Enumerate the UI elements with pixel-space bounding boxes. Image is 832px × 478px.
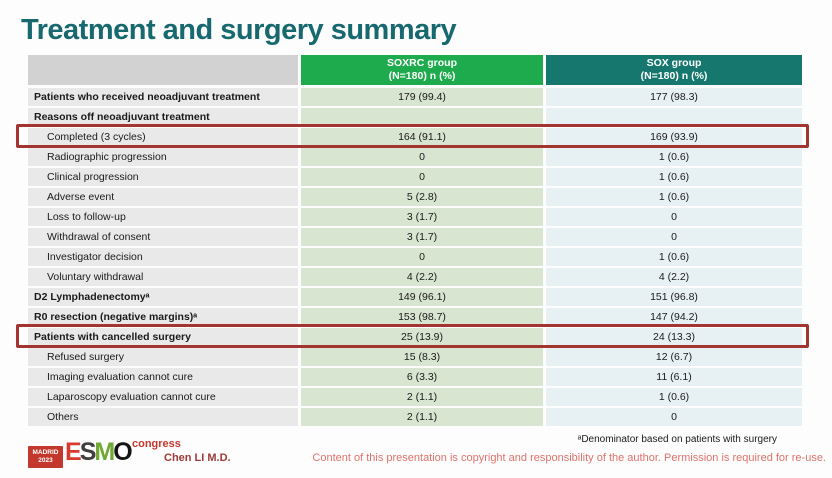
table-row: Investigator decision 0 1 (0.6): [28, 248, 802, 266]
table-row: Patients who received neoadjuvant treatm…: [28, 88, 802, 106]
sox-value: 4 (2.2): [546, 268, 802, 286]
sox-value: 11 (6.1): [546, 368, 802, 386]
row-label: Laparoscopy evaluation cannot cure: [28, 388, 298, 406]
row-label: Investigator decision: [28, 248, 298, 266]
sox-value: 24 (13.3): [546, 328, 802, 346]
row-label: Patients who received neoadjuvant treatm…: [28, 88, 298, 106]
sox-value: 0: [546, 208, 802, 226]
soxrc-value: 164 (91.1): [301, 128, 543, 146]
congress-label: congress: [132, 438, 181, 450]
soxrc-group-name: SOXRC group: [387, 57, 457, 69]
column-header-soxrc: SOXRC group (N=180) n (%): [301, 55, 543, 85]
soxrc-value: 4 (2.2): [301, 268, 543, 286]
copyright-notice: Content of this presentation is copyrigh…: [312, 452, 826, 464]
sox-value: 0: [546, 408, 802, 426]
table-row: Refused surgery 15 (8.3) 12 (6.7): [28, 348, 802, 366]
row-label: Imaging evaluation cannot cure: [28, 368, 298, 386]
table-row: Adverse event 5 (2.8) 1 (0.6): [28, 188, 802, 206]
row-label: Radiographic progression: [28, 148, 298, 166]
venue-city: MADRID: [32, 449, 59, 456]
row-label: Withdrawal of consent: [28, 228, 298, 246]
row-label: Adverse event: [28, 188, 298, 206]
table-row: Loss to follow-up 3 (1.7) 0: [28, 208, 802, 226]
table-row: Others 2 (1.1) 0: [28, 408, 802, 426]
table-row: Patients with cancelled surgery 25 (13.9…: [16, 324, 809, 348]
table-row: Withdrawal of consent 3 (1.7) 0: [28, 228, 802, 246]
sox-value: 151 (96.8): [546, 288, 802, 306]
soxrc-value: 3 (1.7): [301, 208, 543, 226]
soxrc-value: 6 (3.3): [301, 368, 543, 386]
column-header-sox: SOX group (N=180) n (%): [546, 55, 802, 85]
sox-value: 12 (6.7): [546, 348, 802, 366]
sox-group-n: (N=180) n (%): [640, 70, 708, 82]
row-label: Completed (3 cycles): [28, 128, 298, 146]
venue-year: 2023: [38, 457, 53, 464]
sox-group-name: SOX group: [646, 57, 702, 69]
row-label: Clinical progression: [28, 168, 298, 186]
author-name: Chen LI M.D.: [164, 452, 231, 464]
sox-value: 169 (93.9): [546, 128, 802, 146]
soxrc-value: 179 (99.4): [301, 88, 543, 106]
row-label: D2 Lymphadenectomyᵃ: [28, 288, 298, 306]
sox-value: [546, 108, 802, 126]
table-body: Patients who received neoadjuvant treatm…: [16, 88, 809, 426]
soxrc-value: 5 (2.8): [301, 188, 543, 206]
table-row: Radiographic progression 0 1 (0.6): [28, 148, 802, 166]
esmo-letter-o: O: [113, 438, 133, 466]
sox-value: 1 (0.6): [546, 248, 802, 266]
sox-value: 177 (98.3): [546, 88, 802, 106]
soxrc-value: 2 (1.1): [301, 408, 543, 426]
soxrc-value: 153 (98.7): [301, 308, 543, 326]
table-row: R0 resection (negative margins)ᵃ 153 (98…: [28, 308, 802, 326]
page-title: Treatment and surgery summary: [21, 14, 457, 46]
soxrc-value: 25 (13.9): [301, 328, 543, 346]
table-row: Laparoscopy evaluation cannot cure 2 (1.…: [28, 388, 802, 406]
sox-value: 1 (0.6): [546, 148, 802, 166]
table-row: Clinical progression 0 1 (0.6): [28, 168, 802, 186]
row-label: Voluntary withdrawal: [28, 268, 298, 286]
row-label: R0 resection (negative margins)ᵃ: [28, 308, 298, 326]
table-row: D2 Lymphadenectomyᵃ 149 (96.1) 151 (96.8…: [28, 288, 802, 306]
esmo-wordmark: ESMO: [65, 438, 133, 467]
soxrc-value: 0: [301, 148, 543, 166]
row-label: Reasons off neoadjuvant treatment: [28, 108, 298, 126]
row-label: Loss to follow-up: [28, 208, 298, 226]
soxrc-value: 3 (1.7): [301, 228, 543, 246]
sox-value: 0: [546, 228, 802, 246]
table-footnote: ᵃDenominator based on patients with surg…: [577, 434, 777, 445]
madrid-2023-badge: MADRID 2023: [28, 446, 63, 468]
table-header-row: SOXRC group (N=180) n (%) SOX group (N=1…: [28, 55, 802, 85]
esmo-letter-m: M: [94, 438, 115, 466]
soxrc-value: 149 (96.1): [301, 288, 543, 306]
esmo-letter-s: S: [79, 438, 97, 466]
soxrc-value: 15 (8.3): [301, 348, 543, 366]
esmo-letter-e: E: [65, 438, 82, 466]
row-label: Refused surgery: [28, 348, 298, 366]
table-row: Completed (3 cycles) 164 (91.1) 169 (93.…: [16, 124, 809, 148]
sox-value: 1 (0.6): [546, 168, 802, 186]
row-label: Patients with cancelled surgery: [28, 328, 298, 346]
table-row: Imaging evaluation cannot cure 6 (3.3) 1…: [28, 368, 802, 386]
soxrc-group-n: (N=180) n (%): [388, 70, 456, 82]
summary-table: SOXRC group (N=180) n (%) SOX group (N=1…: [16, 55, 809, 428]
soxrc-value: 0: [301, 168, 543, 186]
table-row: Reasons off neoadjuvant treatment: [28, 108, 802, 126]
sox-value: 1 (0.6): [546, 188, 802, 206]
sox-value: 147 (94.2): [546, 308, 802, 326]
table-row: Voluntary withdrawal 4 (2.2) 4 (2.2): [28, 268, 802, 286]
soxrc-value: [301, 108, 543, 126]
soxrc-value: 0: [301, 248, 543, 266]
sox-value: 1 (0.6): [546, 388, 802, 406]
row-label: Others: [28, 408, 298, 426]
table-corner-cell: [28, 55, 298, 85]
soxrc-value: 2 (1.1): [301, 388, 543, 406]
